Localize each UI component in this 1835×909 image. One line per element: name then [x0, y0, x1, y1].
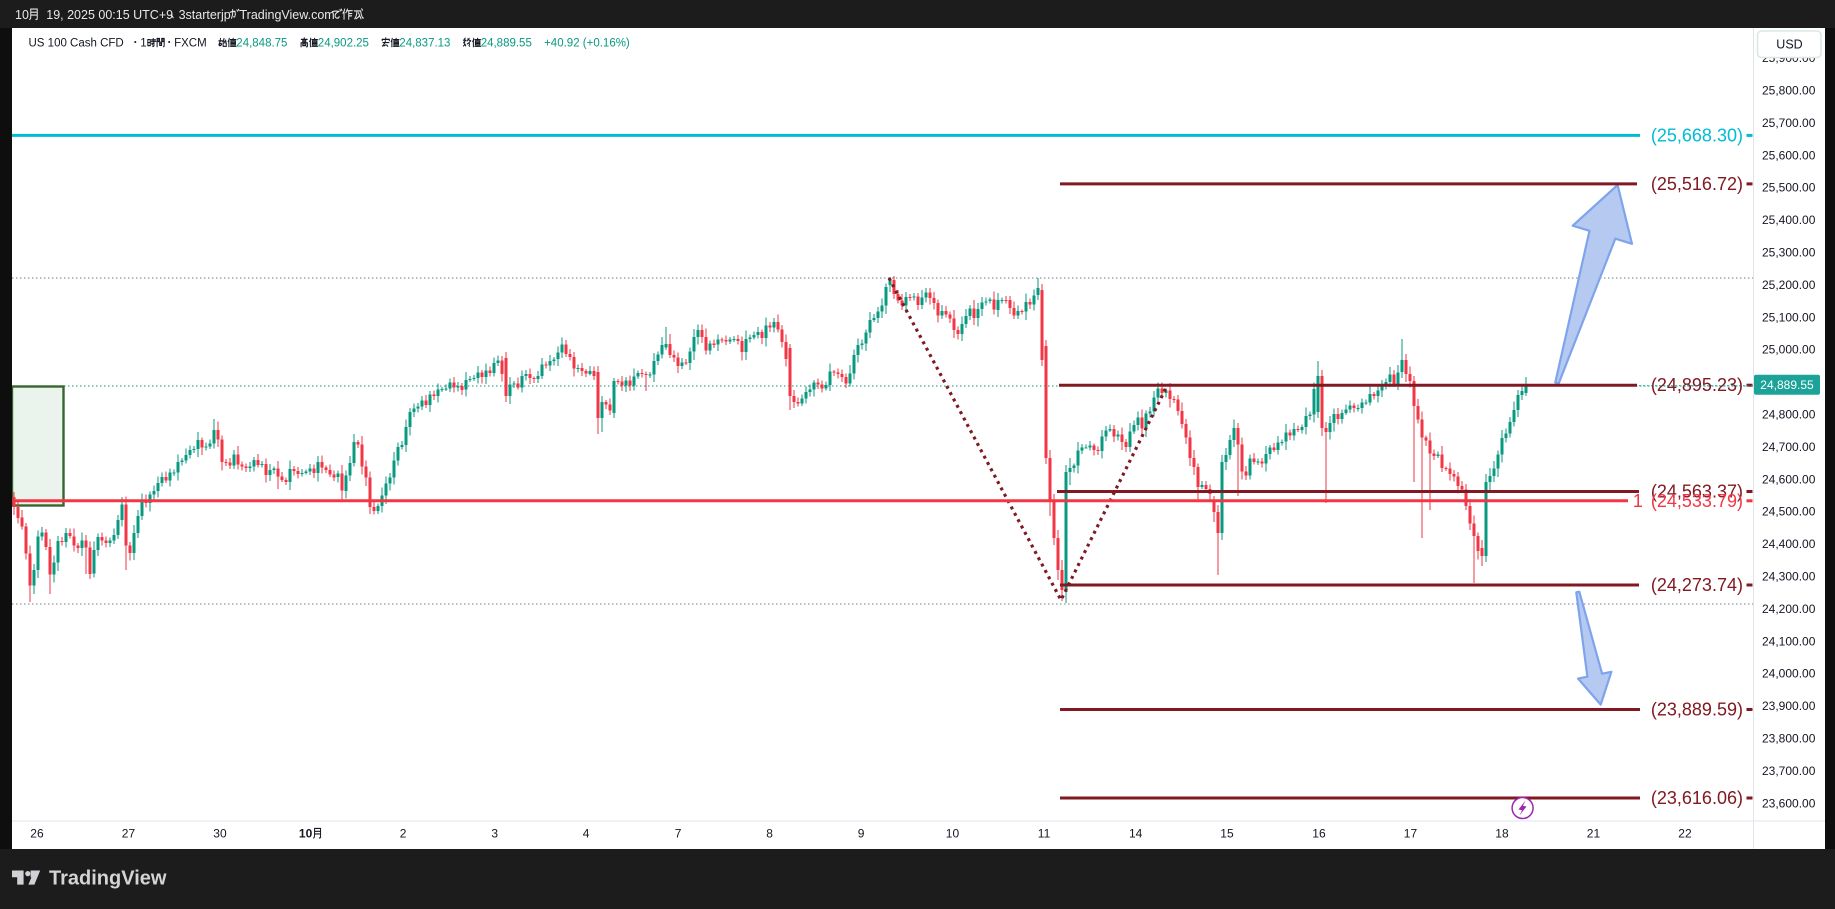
svg-text:24,889.55: 24,889.55	[481, 38, 532, 50]
svg-text:2: 2	[400, 827, 407, 841]
svg-text:14: 14	[1129, 827, 1143, 841]
svg-text:23,800.00: 23,800.00	[1762, 732, 1816, 746]
svg-text:25,600.00: 25,600.00	[1762, 148, 1816, 162]
svg-text:10: 10	[15, 8, 29, 22]
svg-text:25,700.00: 25,700.00	[1762, 116, 1816, 130]
svg-text:(23,616.06): (23,616.06)	[1651, 788, 1743, 808]
svg-text:30: 30	[213, 827, 227, 841]
svg-text:(24,533.79): (24,533.79)	[1651, 491, 1743, 511]
svg-text:25,000.00: 25,000.00	[1762, 343, 1816, 357]
svg-text:24,700.00: 24,700.00	[1762, 440, 1816, 454]
svg-text:25,100.00: 25,100.00	[1762, 310, 1816, 324]
svg-text:(25,516.72): (25,516.72)	[1651, 174, 1743, 194]
svg-text:16: 16	[1312, 827, 1326, 841]
svg-text:24,200.00: 24,200.00	[1762, 602, 1816, 616]
svg-text:10: 10	[299, 827, 313, 841]
svg-text:23,900.00: 23,900.00	[1762, 699, 1816, 713]
svg-text:24,837.13: 24,837.13	[399, 38, 450, 50]
svg-text:15: 15	[1220, 827, 1234, 841]
svg-text:TradingView: TradingView	[49, 868, 167, 890]
svg-text:24,000.00: 24,000.00	[1762, 667, 1816, 681]
svg-text:FXCM: FXCM	[174, 38, 207, 50]
svg-text:27: 27	[122, 827, 136, 841]
svg-text:25,800.00: 25,800.00	[1762, 84, 1816, 98]
svg-text:25,300.00: 25,300.00	[1762, 246, 1816, 260]
svg-text:3starterjp: 3starterjp	[179, 8, 231, 22]
svg-text:17: 17	[1404, 827, 1418, 841]
svg-text:21: 21	[1587, 827, 1601, 841]
svg-text:10: 10	[946, 827, 960, 841]
svg-text:23,700.00: 23,700.00	[1762, 764, 1816, 778]
svg-text:24,800.00: 24,800.00	[1762, 408, 1816, 422]
svg-text:(25,668.30): (25,668.30)	[1651, 125, 1743, 145]
svg-text:US 100 Cash CFD: US 100 Cash CFD	[29, 38, 124, 50]
svg-text:24,400.00: 24,400.00	[1762, 537, 1816, 551]
svg-text:(23,889.59): (23,889.59)	[1651, 700, 1743, 720]
svg-text:(24,895.23): (24,895.23)	[1651, 375, 1743, 395]
svg-text:26: 26	[30, 827, 44, 841]
svg-text:USD: USD	[1776, 38, 1802, 52]
svg-text:18: 18	[1495, 827, 1509, 841]
svg-text:+40.92 (+0.16%): +40.92 (+0.16%)	[544, 38, 630, 50]
svg-text:(24,273.74): (24,273.74)	[1651, 575, 1743, 595]
svg-text:24,902.25: 24,902.25	[318, 38, 369, 50]
svg-text:24,600.00: 24,600.00	[1762, 472, 1816, 486]
svg-text:24,300.00: 24,300.00	[1762, 570, 1816, 584]
svg-text:7: 7	[675, 827, 682, 841]
svg-text:3: 3	[491, 827, 498, 841]
svg-text:25,200.00: 25,200.00	[1762, 278, 1816, 292]
svg-text:19, 2025 00:15 UTC+9: 19, 2025 00:15 UTC+9	[39, 8, 173, 22]
svg-text:23,600.00: 23,600.00	[1762, 796, 1816, 810]
svg-text:TradingView.com: TradingView.com	[240, 8, 335, 22]
svg-text:4: 4	[583, 827, 590, 841]
svg-text:1: 1	[1633, 491, 1643, 511]
svg-text:24,889.55: 24,889.55	[1760, 378, 1814, 392]
svg-text:25,500.00: 25,500.00	[1762, 181, 1816, 195]
svg-text:24,500.00: 24,500.00	[1762, 505, 1816, 519]
svg-text:8: 8	[766, 827, 773, 841]
svg-text:1: 1	[140, 38, 146, 50]
svg-text:(24,563.37): (24,563.37)	[1651, 482, 1743, 502]
svg-text:22: 22	[1678, 827, 1692, 841]
svg-text:9: 9	[858, 827, 865, 841]
svg-text:25,400.00: 25,400.00	[1762, 213, 1816, 227]
svg-text:24,848.75: 24,848.75	[236, 38, 287, 50]
svg-text:11: 11	[1038, 827, 1051, 841]
svg-text:24,100.00: 24,100.00	[1762, 634, 1816, 648]
